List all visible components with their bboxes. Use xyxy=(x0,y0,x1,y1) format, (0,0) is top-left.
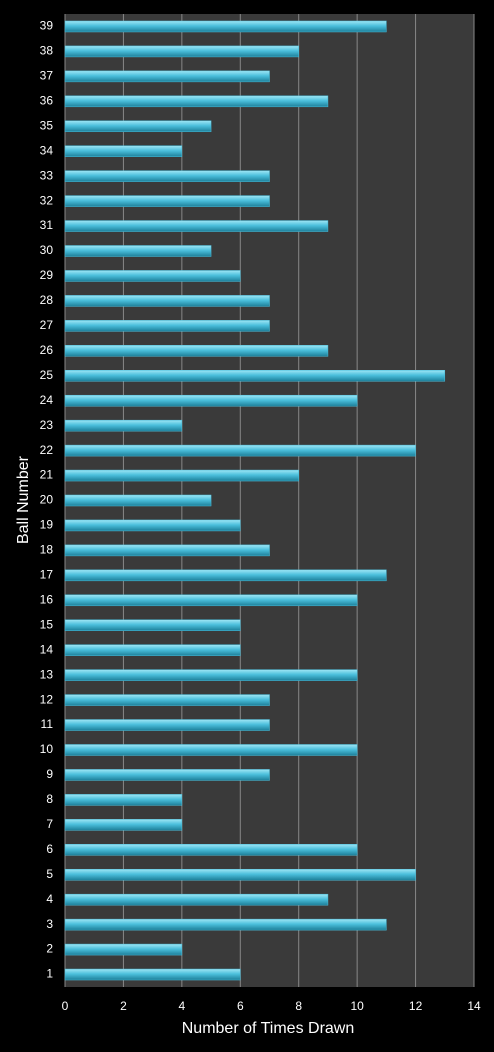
y-tick-label: 12 xyxy=(40,692,54,706)
y-tick-label: 28 xyxy=(40,293,54,307)
bar xyxy=(64,295,270,307)
bar xyxy=(64,45,299,58)
x-tick-label: 6 xyxy=(237,999,244,1013)
bar xyxy=(64,345,329,357)
y-tick-label: 36 xyxy=(40,93,54,107)
bar xyxy=(64,220,329,232)
bar xyxy=(64,370,446,382)
y-tick-label: 25 xyxy=(40,368,54,382)
y-tick-label: 1 xyxy=(46,967,53,981)
y-tick-label: 8 xyxy=(46,792,53,806)
bar xyxy=(64,918,387,931)
bar xyxy=(64,719,270,731)
y-tick-label: 6 xyxy=(46,842,53,856)
bar xyxy=(64,569,387,582)
y-tick-label: 29 xyxy=(40,268,54,282)
y-tick-label: 18 xyxy=(40,543,54,557)
bar xyxy=(64,694,270,706)
y-tick-label: 9 xyxy=(46,767,53,781)
y-tick-label: 27 xyxy=(40,318,54,332)
bar xyxy=(64,744,358,756)
y-tick-label: 11 xyxy=(41,717,54,731)
x-tick-label: 0 xyxy=(62,999,69,1013)
bar xyxy=(64,245,212,257)
y-tick-label: 3 xyxy=(46,917,53,931)
bar xyxy=(64,419,183,432)
bar xyxy=(64,844,358,856)
y-tick-label: 32 xyxy=(40,193,54,207)
bar xyxy=(64,594,358,607)
bar xyxy=(64,644,241,656)
bar xyxy=(64,769,270,781)
bar xyxy=(64,544,270,557)
bar xyxy=(64,70,270,83)
y-tick-label: 4 xyxy=(46,892,53,906)
bar xyxy=(64,270,241,282)
y-tick-label: 19 xyxy=(40,518,54,532)
y-tick-label: 23 xyxy=(40,418,54,432)
bar xyxy=(64,394,358,407)
bar xyxy=(64,968,241,981)
bar xyxy=(64,95,329,108)
bar xyxy=(64,145,183,157)
y-tick-label: 31 xyxy=(40,218,54,232)
bar xyxy=(64,494,212,507)
y-tick-label: 34 xyxy=(40,143,54,157)
y-tick-label: 35 xyxy=(40,118,54,132)
bar xyxy=(64,469,299,482)
y-tick-label: 38 xyxy=(40,44,54,58)
bar xyxy=(64,170,270,182)
bar xyxy=(64,868,416,881)
y-tick-label: 39 xyxy=(40,19,54,33)
bar xyxy=(64,444,416,457)
y-tick-label: 30 xyxy=(40,243,54,257)
bar xyxy=(64,20,387,33)
y-tick-label: 17 xyxy=(40,568,54,582)
y-tick-label: 13 xyxy=(40,667,54,681)
x-axis-label: Number of Times Drawn xyxy=(182,1020,355,1037)
y-tick-label: 21 xyxy=(40,468,54,482)
bar xyxy=(64,519,241,532)
x-tick-label: 10 xyxy=(350,999,364,1013)
bar xyxy=(64,195,270,207)
bar xyxy=(64,893,329,906)
bar xyxy=(64,120,212,133)
bar xyxy=(64,669,358,681)
y-tick-label: 33 xyxy=(40,168,54,182)
x-tick-label: 4 xyxy=(179,999,186,1013)
y-tick-label: 20 xyxy=(40,493,54,507)
y-tick-label: 15 xyxy=(40,617,54,631)
bar xyxy=(64,943,183,956)
y-axis-label: Ball Number xyxy=(15,455,32,544)
bar xyxy=(64,320,270,332)
bar xyxy=(64,794,183,806)
x-tick-label: 14 xyxy=(467,999,481,1013)
y-tick-label: 22 xyxy=(40,443,54,457)
bar xyxy=(64,619,241,631)
y-tick-label: 16 xyxy=(40,592,54,606)
y-tick-label: 5 xyxy=(46,867,53,881)
x-tick-label: 12 xyxy=(409,999,423,1013)
y-tick-label: 10 xyxy=(40,742,54,756)
bar xyxy=(64,819,183,831)
x-tick-label: 2 xyxy=(120,999,127,1013)
y-tick-label: 24 xyxy=(40,393,54,407)
y-tick-label: 7 xyxy=(46,817,53,831)
y-tick-label: 14 xyxy=(40,642,54,656)
y-tick-label: 37 xyxy=(40,69,54,83)
y-tick-label: 2 xyxy=(46,942,53,956)
y-tick-label: 26 xyxy=(40,343,54,357)
x-tick-label: 8 xyxy=(295,999,302,1013)
